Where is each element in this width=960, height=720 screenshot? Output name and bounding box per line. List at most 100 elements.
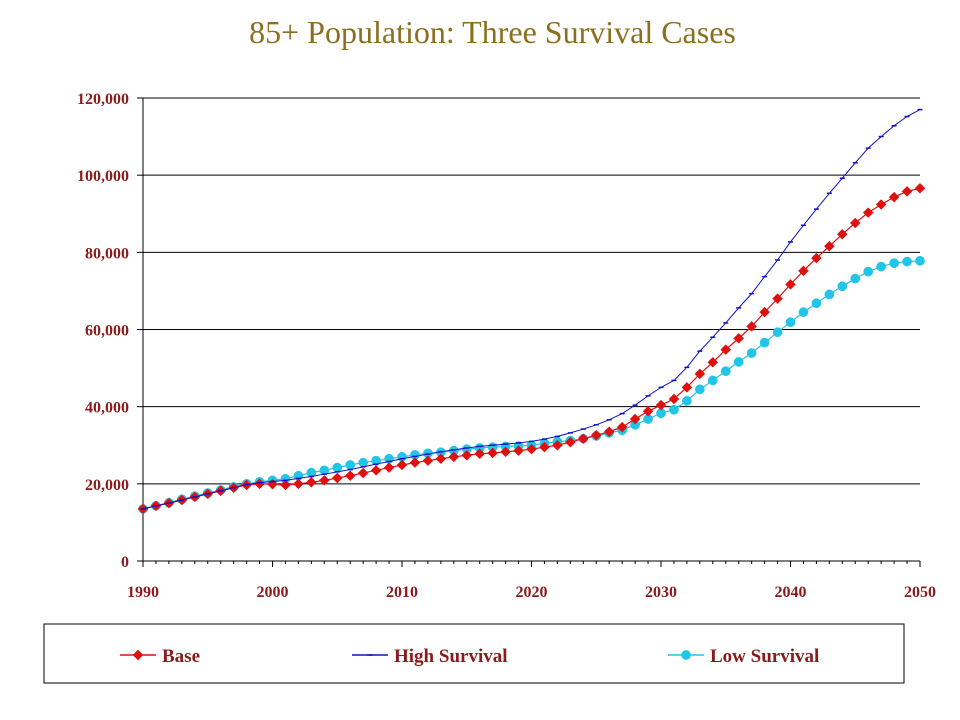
data-point-low-survival bbox=[720, 366, 731, 377]
data-point-base bbox=[487, 447, 499, 459]
data-point-low-survival bbox=[746, 348, 757, 358]
data-point-low-survival bbox=[902, 256, 912, 267]
legend: Base High Survival Low Survival bbox=[43, 623, 905, 684]
x-tick-label: 1990 bbox=[127, 584, 159, 601]
data-point-low-survival bbox=[811, 298, 822, 309]
data-point-base bbox=[629, 413, 641, 425]
data-point-low-survival bbox=[915, 255, 925, 266]
data-point-base bbox=[914, 182, 926, 194]
y-tick-label: 40,000 bbox=[85, 400, 129, 417]
data-point-base bbox=[642, 405, 654, 417]
data-point-base bbox=[396, 459, 408, 471]
data-point-low-survival bbox=[837, 281, 848, 292]
data-point-low-survival bbox=[707, 375, 718, 386]
series-high-survival bbox=[140, 108, 923, 510]
series-line-low-survival bbox=[142, 260, 921, 510]
data-point-base bbox=[500, 446, 511, 458]
legend-item-high-survival: High Survival bbox=[352, 646, 508, 667]
data-point-base bbox=[733, 333, 745, 344]
legend-label-base: Base bbox=[162, 646, 200, 667]
y-tick-label: 20,000 bbox=[85, 477, 129, 494]
y-tick-label: 80,000 bbox=[85, 245, 129, 262]
legend-item-base: Base bbox=[120, 646, 200, 667]
data-point-base bbox=[785, 279, 796, 290]
legend-marker-base bbox=[132, 649, 144, 661]
data-point-base bbox=[448, 451, 460, 463]
series-base bbox=[137, 182, 926, 515]
data-point-base bbox=[603, 426, 615, 438]
data-point-base bbox=[409, 457, 421, 468]
legend-label-high-survival: High Survival bbox=[394, 646, 508, 667]
data-point-base bbox=[759, 306, 770, 318]
data-point-base bbox=[875, 199, 887, 210]
legend-label-low-survival: Low Survival bbox=[710, 646, 819, 667]
data-point-low-survival bbox=[669, 404, 679, 415]
legend-marker-low-survival bbox=[681, 650, 691, 660]
data-point-base bbox=[318, 475, 330, 486]
data-point-base bbox=[564, 436, 576, 448]
x-tick-label: 2040 bbox=[775, 584, 807, 601]
data-point-low-survival bbox=[772, 327, 783, 338]
data-point-base bbox=[694, 368, 706, 380]
data-point-low-survival bbox=[785, 317, 796, 328]
data-point-low-survival bbox=[695, 384, 705, 395]
data-point-low-survival bbox=[850, 273, 861, 284]
data-point-base bbox=[746, 321, 758, 332]
data-point-low-survival bbox=[863, 266, 874, 277]
data-point-base bbox=[331, 472, 343, 484]
data-point-low-survival bbox=[682, 396, 692, 406]
data-point-base bbox=[888, 191, 900, 203]
data-point-low-survival bbox=[889, 258, 899, 268]
data-point-base bbox=[681, 382, 693, 393]
y-tick-label: 0 bbox=[121, 554, 129, 571]
series-low-survival bbox=[138, 255, 925, 514]
data-point-base bbox=[655, 399, 667, 411]
gridlines bbox=[143, 97, 920, 485]
data-point-base bbox=[383, 462, 395, 473]
data-point-base bbox=[849, 217, 861, 229]
x-tick-label: 2010 bbox=[386, 584, 418, 601]
data-point-base bbox=[552, 439, 563, 451]
data-point-base bbox=[772, 293, 783, 304]
data-point-base bbox=[577, 433, 589, 445]
x-tick-label: 2030 bbox=[645, 584, 677, 601]
y-tick-label: 120,000 bbox=[77, 91, 129, 108]
x-tick-labels: 1990 2000 2010 2020 2030 2040 2050 bbox=[127, 584, 936, 601]
data-point-base bbox=[305, 476, 317, 488]
legend-box bbox=[43, 623, 905, 684]
data-point-base bbox=[811, 252, 822, 264]
data-point-low-survival bbox=[798, 307, 809, 317]
data-point-base bbox=[293, 478, 304, 490]
data-point-low-survival bbox=[345, 460, 356, 470]
x-tick-label: 2000 bbox=[257, 584, 289, 601]
data-point-low-survival bbox=[876, 261, 887, 272]
y-tick-label: 100,000 bbox=[77, 168, 129, 185]
data-point-low-survival bbox=[733, 357, 744, 367]
data-point-base bbox=[836, 228, 848, 240]
y-tick-label: 60,000 bbox=[85, 323, 129, 340]
data-point-base bbox=[862, 207, 874, 218]
series-layer bbox=[137, 108, 926, 515]
data-point-low-survival bbox=[759, 337, 770, 348]
data-point-base bbox=[474, 448, 486, 460]
data-point-base bbox=[344, 470, 356, 482]
data-point-low-survival bbox=[824, 289, 835, 300]
data-point-base bbox=[590, 429, 602, 441]
data-point-base bbox=[280, 479, 291, 491]
data-point-base bbox=[461, 449, 473, 461]
data-point-base bbox=[370, 464, 382, 476]
data-point-base bbox=[422, 455, 434, 467]
data-point-base bbox=[668, 393, 680, 405]
series-line-base bbox=[142, 187, 921, 510]
chart-title: 85+ Population: Three Survival Cases bbox=[249, 14, 736, 50]
data-point-base bbox=[435, 453, 447, 465]
data-point-base bbox=[720, 344, 732, 355]
data-point-base bbox=[707, 356, 719, 368]
axes bbox=[137, 97, 921, 567]
data-point-base bbox=[901, 186, 913, 197]
legend-item-low-survival: Low Survival bbox=[668, 646, 819, 667]
data-point-base bbox=[823, 240, 835, 252]
data-point-base bbox=[616, 421, 628, 433]
data-point-base bbox=[526, 443, 537, 455]
data-point-base bbox=[357, 467, 369, 479]
